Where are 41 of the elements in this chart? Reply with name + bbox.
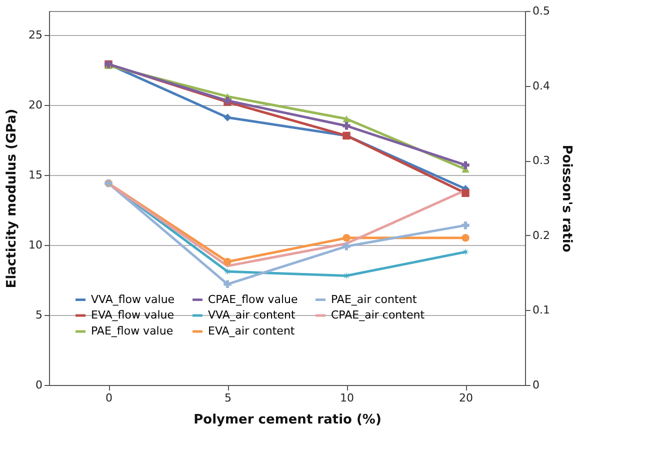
x-tick-label: 20	[459, 392, 473, 404]
point	[224, 280, 232, 288]
y2-axis-title: Poisson's ratio	[558, 144, 574, 252]
y2-tick-label: 0.1	[532, 304, 550, 317]
point	[342, 116, 350, 122]
point	[224, 114, 232, 122]
y2-tick-label: 0.2	[532, 228, 550, 242]
y2-tick-label: 0.3	[532, 154, 550, 168]
y2-tick-label: 0.4	[532, 79, 550, 92]
point	[342, 242, 350, 250]
legend-label: EVA_air content	[208, 324, 296, 338]
point	[462, 161, 470, 169]
x-tick-label: 5	[224, 392, 232, 404]
legend-label: CPAE_air content	[331, 308, 426, 322]
y-tick-label: 25	[28, 28, 42, 42]
point	[342, 234, 350, 242]
point	[224, 268, 232, 276]
point	[342, 122, 350, 130]
y-tick-label: 5	[36, 308, 42, 322]
y-tick-label: 10	[28, 238, 42, 252]
point	[224, 258, 232, 266]
y-tick-label: 0	[36, 378, 42, 392]
legend-label: CPAE_flow value	[208, 292, 298, 306]
y-tick-label: 20	[28, 98, 42, 112]
legend-label: EVA_flow value	[91, 308, 174, 322]
point	[462, 234, 470, 242]
legend-label: PAE_air content	[331, 292, 418, 306]
point	[342, 272, 350, 280]
point	[462, 189, 470, 197]
y2-tick-label: 0	[532, 378, 540, 392]
legend-label: VVA_air content	[208, 308, 296, 322]
x-tick-label: 10	[340, 392, 354, 404]
legend-label: PAE_flow value	[91, 324, 174, 338]
y-tick-label: 15	[28, 168, 42, 182]
y2-tick-label: 0.5	[532, 4, 550, 18]
point	[462, 248, 470, 256]
x-tick-label: 0	[106, 392, 112, 404]
legend-label: VVA_flow value	[91, 292, 175, 306]
y-axis-title: Elacticity modulus (GPa)	[4, 108, 20, 288]
x-axis-title: Polymer cement ratio (%)	[194, 412, 382, 428]
point	[462, 221, 470, 230]
